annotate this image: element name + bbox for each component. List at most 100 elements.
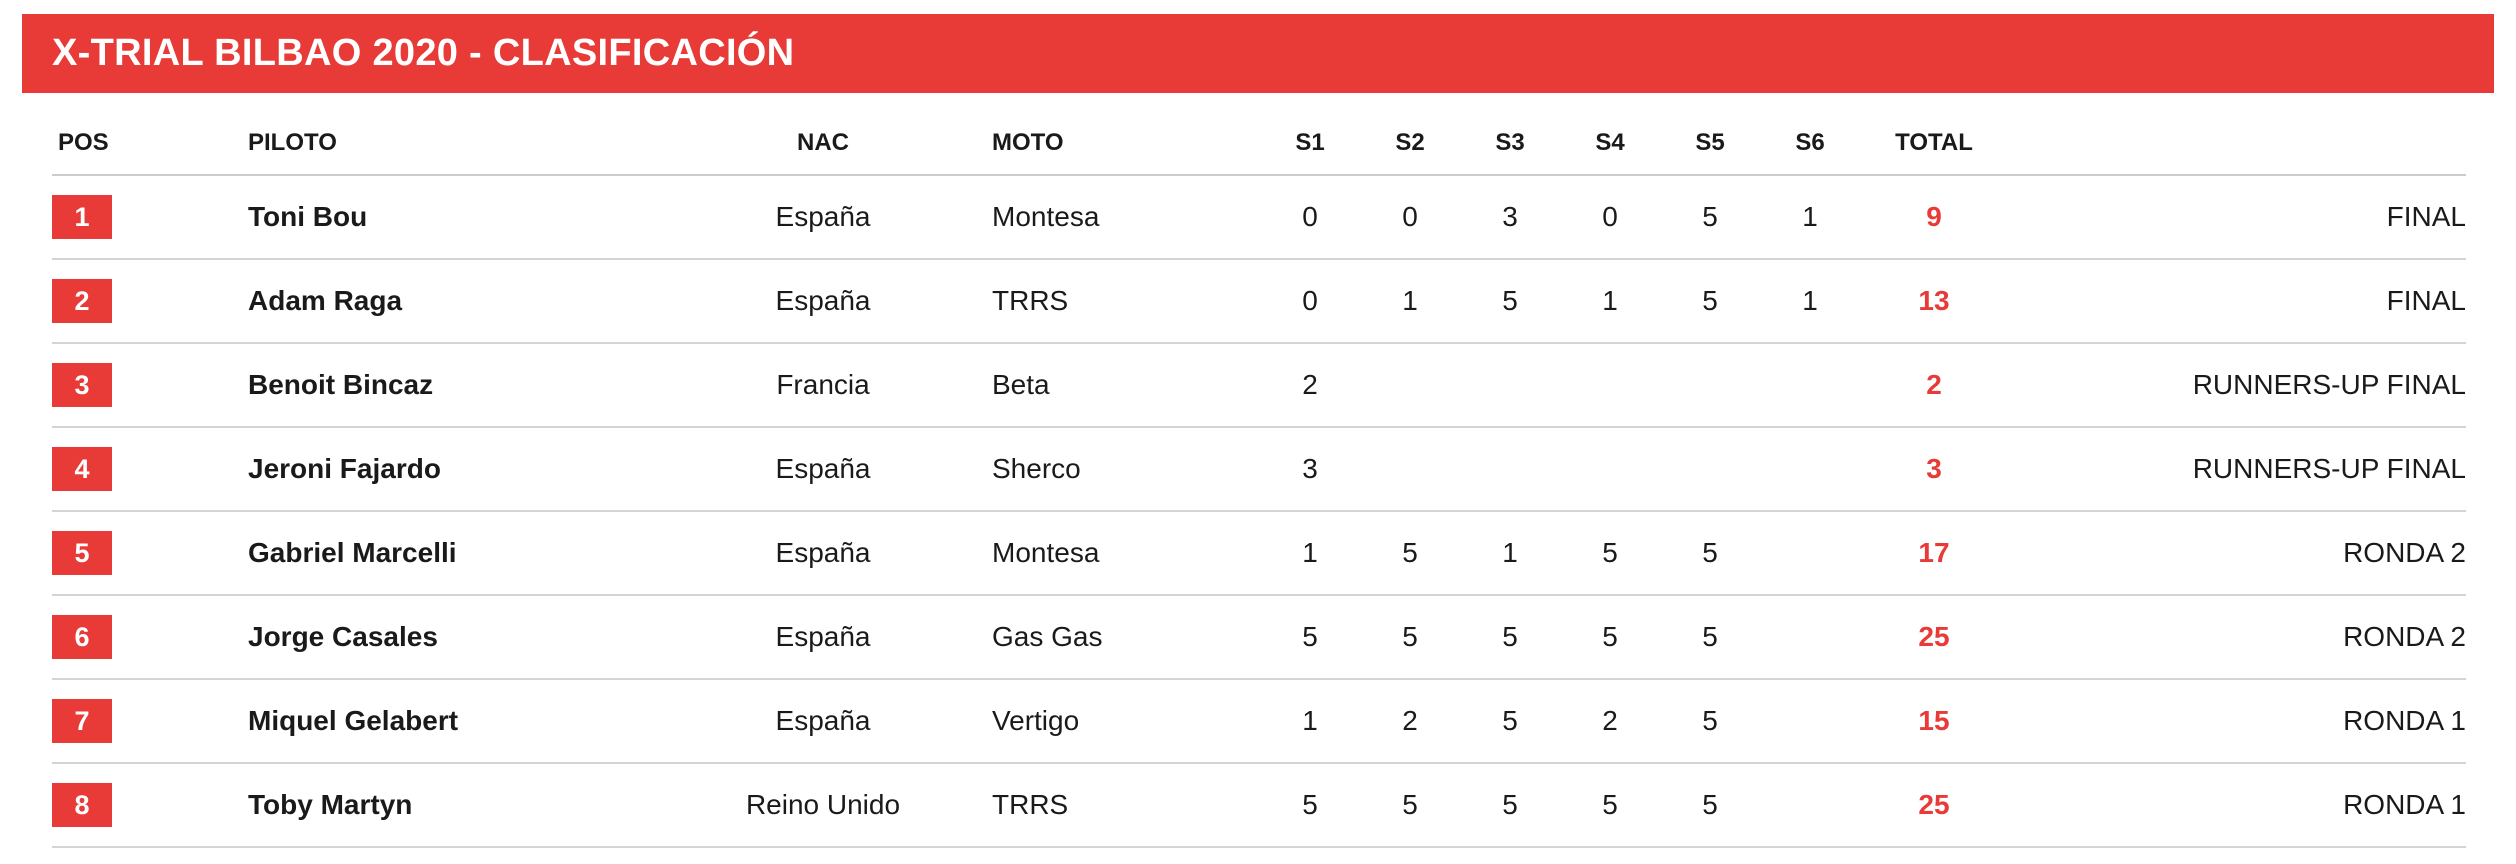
pilot-name: Jeroni Fajardo [248,427,738,512]
section-1-score: 2 [1260,343,1360,428]
section-3-score: 5 [1460,595,1560,680]
position-badge: 4 [52,447,112,491]
page-title: X-TRIAL BILBAO 2020 - CLASIFICACIÓN [52,32,795,74]
section-2-score: 2 [1360,679,1460,764]
pilot-name: Toni Bou [248,175,738,260]
table-row: 1 Toni Bou España Montesa 0 0 3 0 5 1 9 … [52,175,2466,260]
column-header-s5: S5 [1660,112,1760,176]
section-2-score: 5 [1360,595,1460,680]
bike-brand: Montesa [908,175,1260,260]
column-header-s1: S1 [1260,112,1360,176]
section-6-score [1760,427,1860,512]
section-5-score: 5 [1660,763,1760,848]
section-2-score [1360,343,1460,428]
table-header-row: POS PILOTO NAC MOTO S1 S2 S3 S4 S5 S6 TO… [52,112,2466,176]
section-3-score [1460,343,1560,428]
section-6-score [1760,679,1860,764]
section-2-score [1360,427,1460,512]
section-5-score: 5 [1660,595,1760,680]
position-badge: 6 [52,615,112,659]
section-4-score: 1 [1560,259,1660,344]
section-1-score: 1 [1260,511,1360,596]
section-6-score: 1 [1760,175,1860,260]
position-badge: 2 [52,279,112,323]
column-header-s3: S3 [1460,112,1560,176]
section-3-score: 5 [1460,259,1560,344]
nationality: Francia [738,343,908,428]
nationality: España [738,175,908,260]
nationality: España [738,427,908,512]
pilot-name: Toby Martyn [248,763,738,848]
section-3-score: 5 [1460,763,1560,848]
round-status: RUNNERS-UP FINAL [2008,427,2466,512]
nationality: Reino Unido [738,763,908,848]
table-row: 5 Gabriel Marcelli España Montesa 1 5 1 … [52,511,2466,596]
bike-brand: TRRS [908,763,1260,848]
section-1-score: 3 [1260,427,1360,512]
section-6-score [1760,343,1860,428]
section-1-score: 5 [1260,763,1360,848]
column-header-pos: POS [52,112,248,176]
pilot-name: Benoit Bincaz [248,343,738,428]
section-2-score: 5 [1360,511,1460,596]
column-header-s2: S2 [1360,112,1460,176]
total-score: 3 [1860,427,2008,512]
section-6-score [1760,511,1860,596]
total-score: 17 [1860,511,2008,596]
section-2-score: 5 [1360,763,1460,848]
column-header-status [2008,112,2466,176]
section-6-score [1760,595,1860,680]
round-status: RONDA 1 [2008,679,2466,764]
total-score: 25 [1860,595,2008,680]
section-6-score [1760,763,1860,848]
pilot-name: Adam Raga [248,259,738,344]
position-badge: 1 [52,195,112,239]
section-3-score [1460,427,1560,512]
section-6-score: 1 [1760,259,1860,344]
section-5-score: 5 [1660,511,1760,596]
total-score: 15 [1860,679,2008,764]
round-status: RUNNERS-UP FINAL [2008,343,2466,428]
nationality: España [738,259,908,344]
bike-brand: Vertigo [908,679,1260,764]
table-row: 2 Adam Raga España TRRS 0 1 5 1 5 1 13 F… [52,259,2466,344]
total-score: 13 [1860,259,2008,344]
section-1-score: 5 [1260,595,1360,680]
position-badge: 3 [52,363,112,407]
column-header-moto: MOTO [908,112,1260,176]
nationality: España [738,679,908,764]
round-status: RONDA 2 [2008,511,2466,596]
bike-brand: Beta [908,343,1260,428]
round-status: FINAL [2008,259,2466,344]
bike-brand: Sherco [908,427,1260,512]
bike-brand: TRRS [908,259,1260,344]
bike-brand: Montesa [908,511,1260,596]
bike-brand: Gas Gas [908,595,1260,680]
section-5-score [1660,427,1760,512]
section-2-score: 1 [1360,259,1460,344]
section-1-score: 1 [1260,679,1360,764]
title-banner: X-TRIAL BILBAO 2020 - CLASIFICACIÓN [22,14,2494,93]
total-score: 2 [1860,343,2008,428]
position-badge: 8 [52,783,112,827]
section-3-score: 5 [1460,679,1560,764]
column-header-piloto: PILOTO [248,112,738,176]
section-4-score: 5 [1560,595,1660,680]
round-status: FINAL [2008,175,2466,260]
section-5-score [1660,343,1760,428]
results-table: POS PILOTO NAC MOTO S1 S2 S3 S4 S5 S6 TO… [52,112,2466,848]
section-2-score: 0 [1360,175,1460,260]
total-score: 25 [1860,763,2008,848]
table-row: 6 Jorge Casales España Gas Gas 5 5 5 5 5… [52,595,2466,680]
total-score: 9 [1860,175,2008,260]
section-5-score: 5 [1660,679,1760,764]
section-4-score [1560,343,1660,428]
table-row: 3 Benoit Bincaz Francia Beta 2 2 RUNNERS… [52,343,2466,428]
section-1-score: 0 [1260,259,1360,344]
section-3-score: 1 [1460,511,1560,596]
section-4-score: 5 [1560,763,1660,848]
round-status: RONDA 2 [2008,595,2466,680]
section-5-score: 5 [1660,259,1760,344]
round-status: RONDA 1 [2008,763,2466,848]
table-row: 7 Miquel Gelabert España Vertigo 1 2 5 2… [52,679,2466,764]
